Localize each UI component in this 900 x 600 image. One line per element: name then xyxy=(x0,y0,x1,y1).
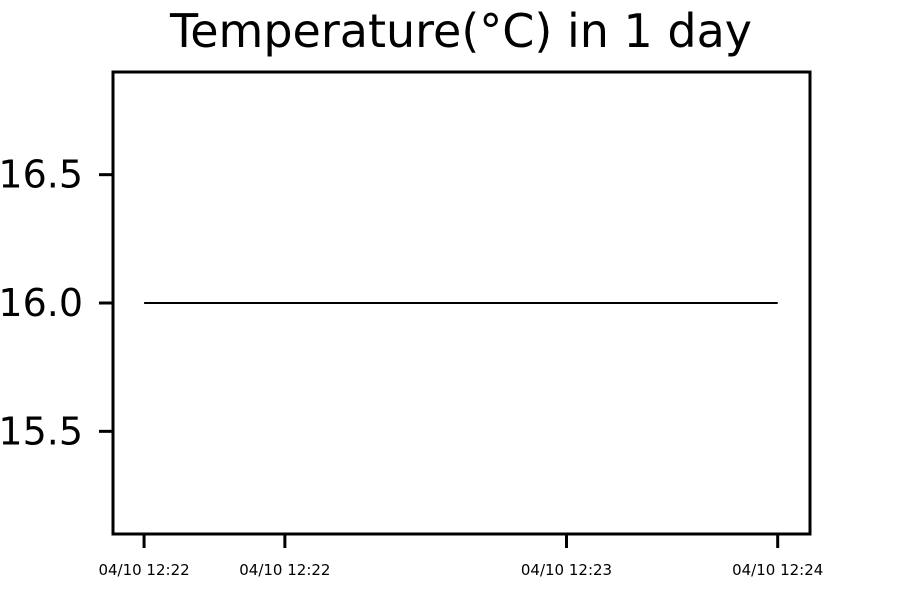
x-tick-label: 04/10 12:22 xyxy=(239,561,330,579)
y-tick-label: 16.0 xyxy=(0,281,83,325)
y-axis: 16.5 16.0 15.5 xyxy=(0,153,113,453)
x-tick-label: 04/10 12:22 xyxy=(98,561,189,579)
y-tick-label: 15.5 xyxy=(0,409,83,453)
x-tick-label: 04/10 12:23 xyxy=(521,561,612,579)
chart-title: Temperature(°C) in 1 day xyxy=(169,4,752,58)
y-tick-label: 16.5 xyxy=(0,153,83,197)
x-tick-label: 04/10 12:24 xyxy=(732,561,823,579)
x-axis: 04/10 12:22 04/10 12:22 04/10 12:23 04/10 1… xyxy=(98,534,823,579)
